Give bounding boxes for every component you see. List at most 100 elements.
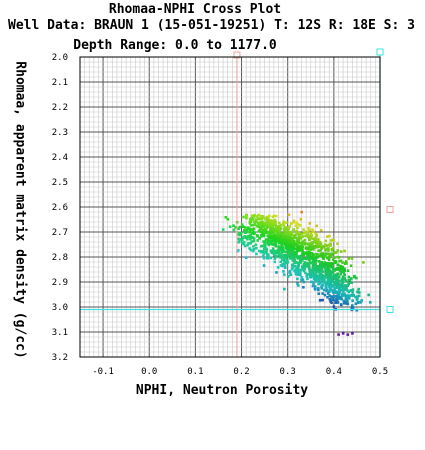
pink-handle-top[interactable] [233,51,241,59]
data-point [246,237,249,241]
data-point [263,240,267,243]
data-point [314,259,318,263]
pink-handle-right[interactable] [386,206,394,213]
data-point [303,242,307,245]
data-point [270,235,274,239]
data-point [257,225,261,229]
data-point [329,239,333,242]
data-point [266,234,270,237]
data-point [262,252,266,255]
data-point [354,302,358,306]
cyan-handle-top[interactable] [376,48,384,56]
data-point [300,242,304,246]
data-point [305,252,309,256]
data-point [349,264,353,268]
data-point [324,243,327,246]
data-point [313,257,317,260]
data-point [346,300,349,303]
data-point [294,224,298,227]
data-point [360,299,364,302]
data-point [245,228,249,232]
data-point [341,275,345,279]
data-point [351,299,354,302]
data-point [269,227,272,231]
data-point [323,261,327,265]
data-point [278,241,281,245]
data-point [340,270,344,274]
data-point [248,247,251,250]
data-point [272,239,276,242]
data-point [341,292,344,296]
data-point [306,231,310,235]
data-point [339,259,343,263]
data-point [249,234,252,237]
data-point [332,251,336,254]
data-point [300,248,303,251]
data-point [221,228,225,231]
data-point [314,271,318,274]
data-point [288,256,292,260]
data-point [340,294,344,297]
data-point [265,218,268,221]
data-point [286,229,289,233]
y-tick-label: 2.7 [52,228,68,238]
data-point [237,240,241,244]
data-point [330,288,333,291]
data-point [272,243,276,246]
data-point [308,222,312,225]
data-point [311,271,315,275]
data-point [234,226,238,229]
data-point [244,226,247,229]
data-point [272,249,276,253]
data-point [312,275,316,278]
data-point [296,248,300,251]
data-point [320,269,324,272]
data-point [300,278,303,282]
data-point [308,238,311,242]
data-point [345,302,349,305]
y-tick-label: 2.4 [52,153,68,163]
data-point [248,231,251,234]
x-tick-label: -0.1 [92,367,114,377]
data-point [308,228,311,232]
data-point [250,232,254,235]
data-point [367,293,370,297]
data-point [347,278,351,282]
data-point [251,236,255,239]
data-point [261,214,265,218]
data-point [295,261,298,264]
data-point [272,252,276,255]
cyan-handle-right[interactable] [386,306,394,313]
data-point [336,290,339,294]
data-point [349,294,352,297]
data-point [284,240,287,244]
data-point [328,290,331,294]
data-point [254,243,258,247]
data-point [315,245,319,249]
data-point [285,226,289,229]
data-point [328,274,332,277]
data-point [320,247,323,251]
data-point [258,237,262,240]
data-point [266,225,270,228]
data-point [277,221,281,225]
data-point [292,236,295,240]
data-point [307,258,311,262]
data-point [339,272,342,276]
data-point [261,228,265,232]
data-point [286,231,290,235]
data-point [337,279,341,282]
data-point [279,260,283,264]
data-point [306,233,310,237]
data-point [249,220,253,223]
data-point [318,278,321,282]
data-point [296,277,299,281]
data-point [326,292,330,295]
data-point [336,255,339,259]
data-point [257,249,261,253]
data-point [333,286,337,290]
data-point [238,233,241,237]
data-point [300,276,304,279]
data-point [343,284,347,287]
data-point [288,250,291,253]
